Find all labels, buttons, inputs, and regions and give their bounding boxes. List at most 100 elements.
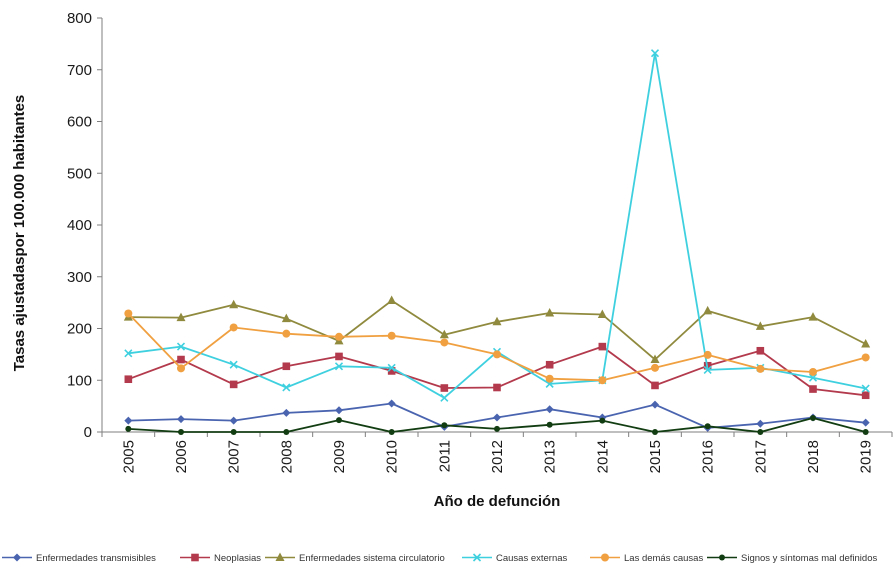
series-6 <box>125 415 869 435</box>
data-point <box>810 415 816 422</box>
legend-marker <box>472 553 482 562</box>
data-point <box>598 376 607 385</box>
data-point <box>861 339 871 348</box>
legend-marker <box>601 553 609 562</box>
data-point <box>439 329 449 339</box>
y-axis: 0 100 200 300 400 500 600 700 800 <box>67 10 103 441</box>
x-axis-title: Año de defunción <box>434 493 561 510</box>
y-tick-label: 400 <box>67 217 92 234</box>
y-tick-label: 500 <box>67 165 92 182</box>
legend-label: Las demás causas <box>624 553 703 564</box>
x-tick-label: 2009 <box>331 440 348 473</box>
x-tick-label: 2014 <box>594 440 611 473</box>
data-point <box>861 391 870 400</box>
legend-item: Enfermedades sistema circulatorio <box>265 552 445 564</box>
data-point <box>651 381 659 390</box>
data-point <box>229 323 238 332</box>
data-point <box>492 316 502 326</box>
y-tick-label: 100 <box>67 372 92 389</box>
legend-marker <box>719 554 725 561</box>
data-point <box>176 312 186 322</box>
data-point <box>756 419 765 428</box>
data-point <box>334 362 344 371</box>
data-point <box>599 417 606 424</box>
legend: Enfermedades transmisibles Neoplasias Enfe… <box>2 552 877 564</box>
data-point <box>387 399 396 408</box>
x-tick-label: 2011 <box>436 440 453 472</box>
legend-marker <box>13 553 21 562</box>
data-point <box>757 429 764 435</box>
data-point <box>282 408 291 417</box>
data-point <box>281 313 291 323</box>
data-point <box>124 349 133 358</box>
legend-item: Las demás causas <box>590 553 703 564</box>
data-point <box>229 380 238 389</box>
data-point <box>808 312 818 321</box>
x-tick-label: 2017 <box>752 440 769 473</box>
data-point <box>809 367 817 376</box>
x-tick-label: 2012 <box>489 440 506 473</box>
data-point <box>755 321 765 330</box>
data-point <box>756 346 765 355</box>
data-point <box>230 429 237 435</box>
data-point <box>229 416 238 425</box>
data-point <box>703 365 712 374</box>
data-point <box>440 393 449 402</box>
data-point <box>282 383 291 392</box>
data-point <box>177 355 185 364</box>
data-point <box>229 299 239 309</box>
series-5 <box>124 309 870 385</box>
data-point <box>494 425 500 432</box>
data-point <box>808 373 818 382</box>
data-point <box>652 429 658 435</box>
x-tick-label: 2018 <box>805 440 822 473</box>
data-point <box>650 354 660 364</box>
legend-label: Neoplasias <box>214 553 261 564</box>
data-point <box>177 415 185 424</box>
data-point <box>440 338 449 347</box>
data-point <box>756 364 765 373</box>
series-layer <box>123 49 871 435</box>
legend-item: Neoplasias <box>180 553 261 564</box>
x-tick-label: 2007 <box>226 440 243 473</box>
legend-item: Signos y síntomas mal definidos <box>707 553 877 564</box>
data-point <box>283 429 290 435</box>
data-point <box>651 400 659 409</box>
x-tick-label: 2013 <box>542 440 559 473</box>
y-tick-label: 800 <box>67 10 92 27</box>
y-tick-label: 300 <box>67 269 92 286</box>
data-point <box>282 362 291 371</box>
data-point <box>545 307 555 317</box>
x-tick-label: 2016 <box>700 440 717 473</box>
y-tick-label: 0 <box>84 424 92 441</box>
data-point <box>177 364 185 373</box>
y-axis-title: Tasas ajustadaspor 100.000 habitantes <box>11 95 28 372</box>
data-point <box>861 418 870 427</box>
data-point <box>335 406 343 415</box>
data-point <box>387 331 396 340</box>
data-point <box>546 421 553 428</box>
legend-label: Enfermedades sistema circulatorio <box>299 553 445 564</box>
x-tick-label: 2015 <box>647 440 664 473</box>
data-point <box>862 429 869 435</box>
data-point <box>493 383 501 392</box>
data-point <box>441 422 448 429</box>
data-point <box>440 384 449 392</box>
data-point <box>336 417 342 424</box>
series-line <box>128 52 866 399</box>
data-point <box>545 374 554 383</box>
data-point <box>597 309 607 319</box>
legend-label: Causas externas <box>496 553 568 564</box>
data-point <box>861 353 870 362</box>
x-axis: 2005 2006 2007 2008 2009 2010 2011 2012 2013 2014… <box>101 431 893 473</box>
legend-label: Signos y síntomas mal definidos <box>741 553 877 564</box>
legend-item: Causas externas <box>462 553 568 564</box>
data-point <box>809 385 817 393</box>
legend-marker <box>191 553 199 562</box>
x-tick-label: 2005 <box>120 440 137 473</box>
data-point <box>282 329 291 338</box>
data-point <box>861 384 870 393</box>
data-point <box>545 405 554 414</box>
data-point <box>493 350 501 359</box>
